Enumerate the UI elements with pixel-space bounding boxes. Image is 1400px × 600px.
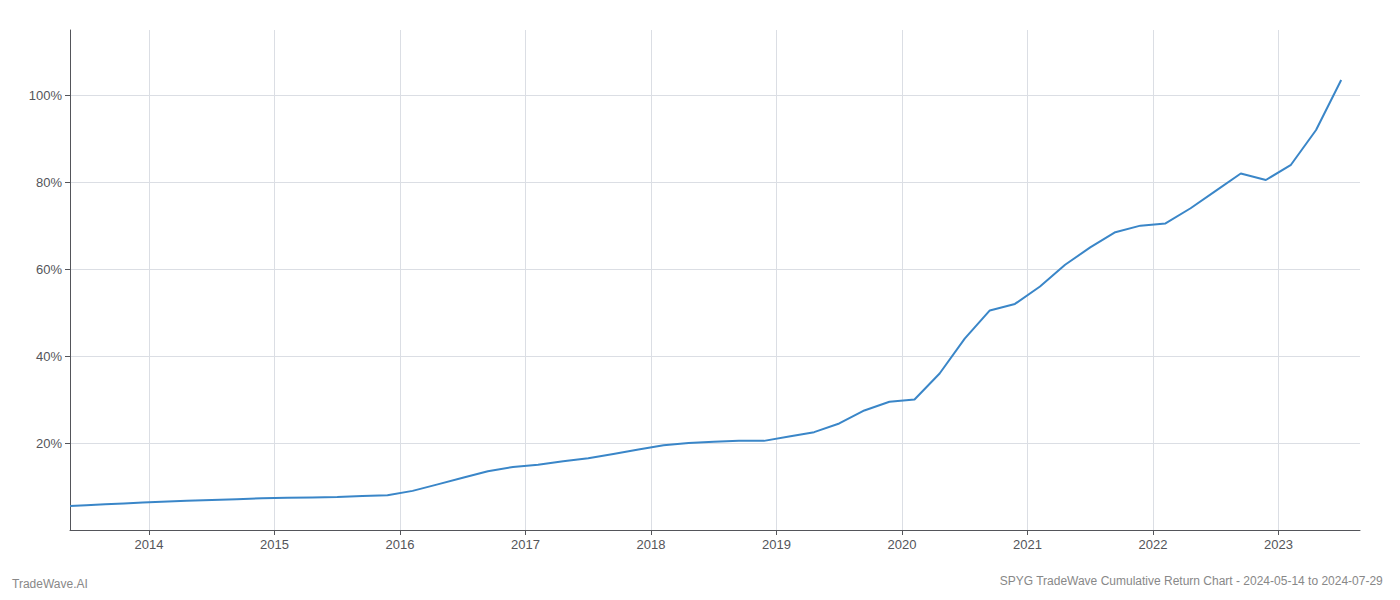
svg-text:40%: 40% <box>36 349 62 364</box>
svg-text:100%: 100% <box>29 88 63 103</box>
svg-text:2022: 2022 <box>1138 537 1167 552</box>
svg-text:2023: 2023 <box>1264 537 1293 552</box>
svg-text:60%: 60% <box>36 262 62 277</box>
svg-text:2015: 2015 <box>260 537 289 552</box>
svg-text:20%: 20% <box>36 436 62 451</box>
svg-text:2018: 2018 <box>637 537 666 552</box>
svg-text:2020: 2020 <box>888 537 917 552</box>
svg-text:2019: 2019 <box>762 537 791 552</box>
svg-text:2016: 2016 <box>386 537 415 552</box>
svg-text:2014: 2014 <box>135 537 164 552</box>
svg-text:TradeWave.AI: TradeWave.AI <box>12 577 88 591</box>
svg-text:2021: 2021 <box>1013 537 1042 552</box>
svg-text:SPYG TradeWave Cumulative Retu: SPYG TradeWave Cumulative Return Chart -… <box>1000 574 1383 588</box>
svg-text:2017: 2017 <box>511 537 540 552</box>
svg-text:80%: 80% <box>36 175 62 190</box>
